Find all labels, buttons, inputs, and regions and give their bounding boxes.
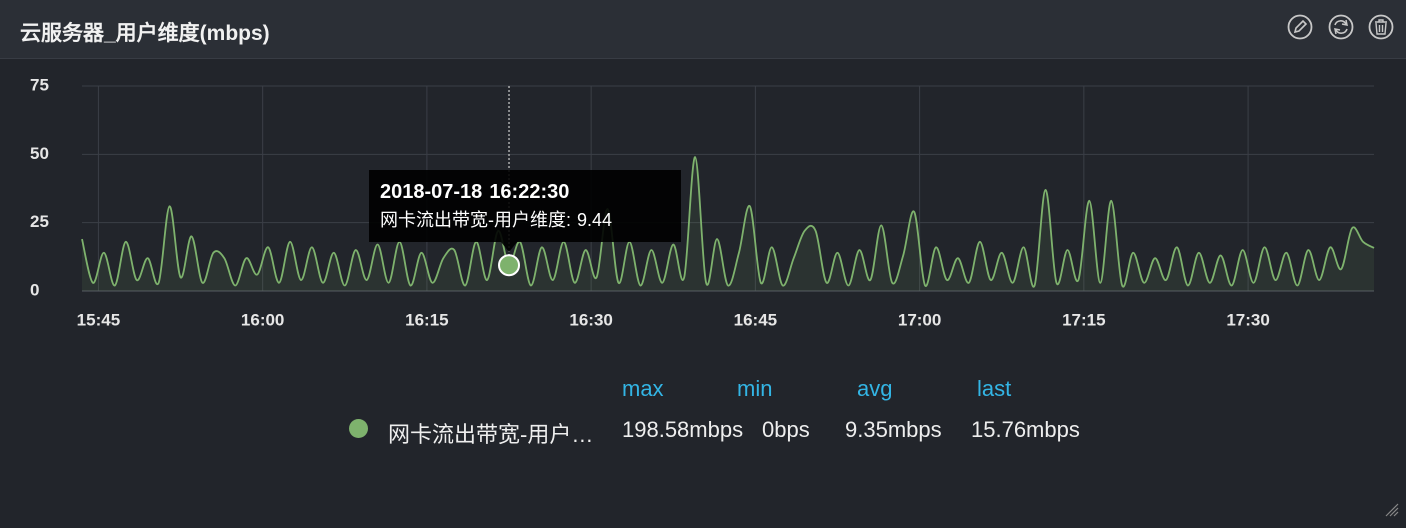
panel-header: 云服务器_用户维度(mbps) (0, 0, 1406, 59)
tooltip: 2018-07-18 16:22:30 网卡流出带宽-用户维度: 9.44 (369, 86, 681, 277)
x-tick-label: 16:15 (405, 310, 448, 329)
edit-icon[interactable] (1287, 14, 1313, 40)
legend-stat: 15.76mbps (971, 417, 1080, 442)
legend-label[interactable]: 网卡流出带宽-用户维度 (388, 422, 596, 447)
legend-column-header: min (737, 376, 773, 401)
x-tick-label: 16:45 (734, 310, 777, 329)
legend-swatch (349, 419, 368, 438)
header-icons (1287, 14, 1394, 40)
x-tick-label: 17:15 (1062, 310, 1105, 329)
tooltip-time: 16:22:30 (489, 181, 569, 203)
y-tick-label: 25 (30, 212, 49, 231)
y-tick-label: 0 (30, 280, 39, 299)
y-tick-label: 50 (30, 144, 49, 163)
series-area (82, 157, 1374, 291)
refresh-icon[interactable] (1328, 14, 1354, 40)
delete-icon[interactable] (1368, 14, 1394, 40)
tooltip-label: 网卡流出带宽-用户维度: (380, 210, 571, 230)
x-tick-label: 17:00 (898, 310, 941, 329)
panel-title: 云服务器_用户维度(mbps) (20, 22, 270, 45)
legend-column-header: avg (857, 376, 893, 401)
series-line (81, 156, 1375, 288)
legend-column-header: max (622, 376, 664, 401)
resize-handle[interactable] (1385, 503, 1399, 517)
grid: 0 25 50 75 15:45 16:00 16:15 16:30 16:45 17:00 17:… (30, 75, 1374, 329)
tooltip-value: 9.44 (577, 210, 612, 230)
legend-column-header: last (977, 376, 1012, 401)
legend-stat: 0bps (762, 417, 810, 442)
plot (81, 156, 1375, 291)
y-tick-label: 75 (30, 75, 49, 94)
x-tick-label: 15:45 (77, 310, 120, 329)
tooltip-date: 2018-07-18 (380, 181, 482, 203)
tooltip-title: 2018-07-18 16:22:30 (380, 181, 569, 203)
legend-stat: 198.58mbps (622, 417, 744, 442)
x-tick-label: 16:30 (569, 310, 612, 329)
legend-stat: 9.35mbps (845, 417, 942, 442)
x-tick-label: 17:30 (1226, 310, 1269, 329)
hover-point (498, 254, 521, 277)
tooltip-box (369, 170, 681, 252)
x-tick-label: 16:00 (241, 310, 284, 329)
tooltip-line: 网卡流出带宽-用户维度: 9.44 (380, 210, 612, 230)
